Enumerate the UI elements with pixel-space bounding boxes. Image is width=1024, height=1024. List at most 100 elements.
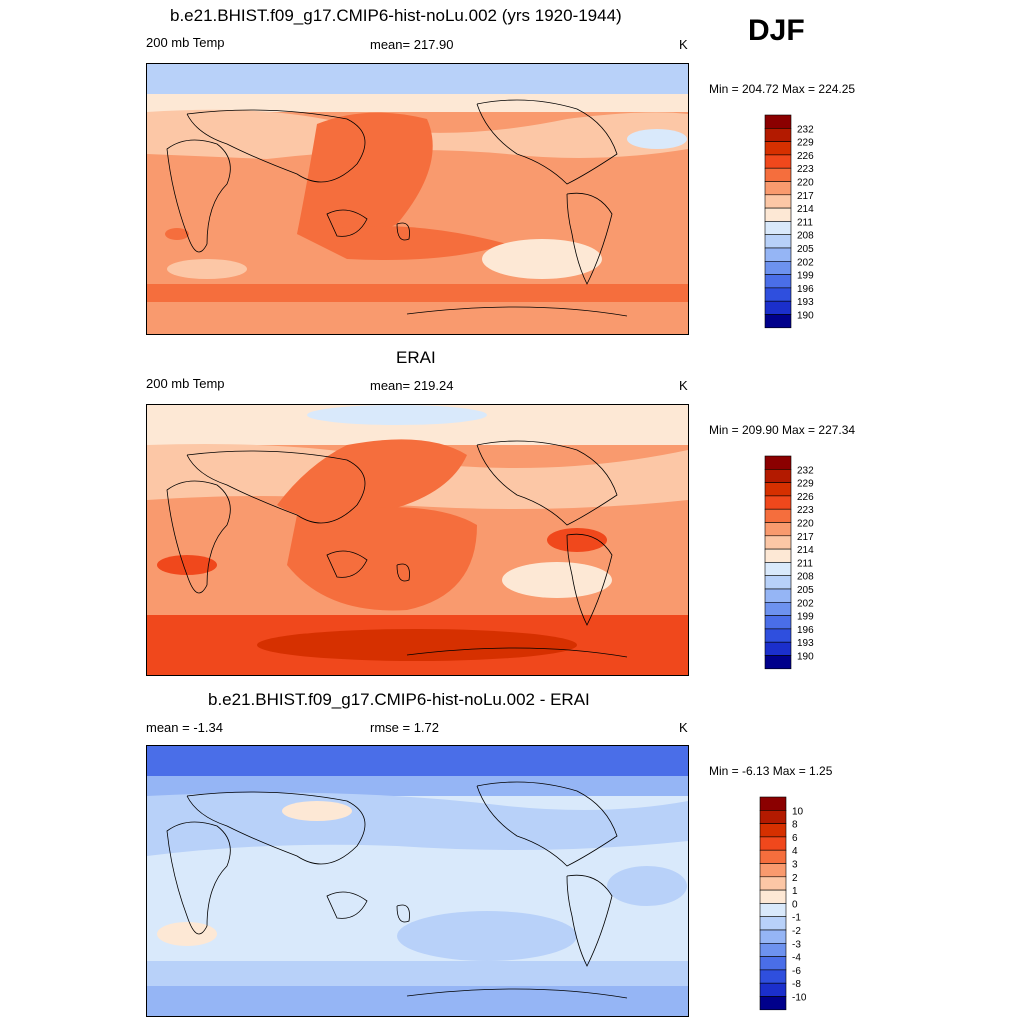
colorbar-label: 223 (797, 505, 814, 516)
colorbar-label: 208 (797, 572, 814, 583)
colorbar-label: 232 (797, 124, 814, 135)
colorbar-label: 205 (797, 244, 814, 255)
panel-3-units-label: K (679, 720, 688, 735)
coastline (406, 306, 628, 317)
colorbar-box (764, 247, 792, 262)
colorbar-box (764, 300, 792, 315)
colorbar-label: 190 (797, 652, 814, 663)
colorbar-label: 3 (792, 860, 798, 871)
season-label: DJF (748, 14, 805, 47)
colorbar-label: 1 (792, 886, 798, 897)
colorbar-label: 8 (792, 820, 798, 831)
colorbar-label: 196 (797, 625, 814, 636)
colorbar-label: 211 (797, 217, 813, 228)
colorbar-box (764, 588, 792, 603)
colorbar-label: 214 (797, 545, 814, 556)
colorbar-label: 0 (792, 899, 798, 910)
contour-region (297, 112, 433, 240)
contour-region (482, 239, 602, 279)
coastline (396, 222, 410, 241)
colorbar-label: 10 (792, 806, 804, 817)
coastline (406, 647, 628, 658)
colorbar-label: 193 (797, 638, 814, 649)
coastline (326, 891, 368, 919)
colorbar-box (764, 562, 792, 577)
colorbar-label: 211 (797, 558, 813, 569)
colorbar-box (759, 810, 787, 824)
contour-region (157, 555, 217, 575)
colorbar-box (764, 167, 792, 182)
colorbar-box (764, 508, 792, 523)
colorbar-box (759, 876, 787, 891)
colorbar-box (764, 548, 792, 563)
contour-region (397, 911, 577, 961)
coastline (186, 450, 366, 524)
colorbar-box (764, 535, 792, 550)
colorbar-label: 220 (797, 519, 814, 530)
colorbar-box (759, 863, 787, 878)
colorbar-box (759, 929, 787, 944)
panel-3-rmse-label: rmse = 1.72 (370, 720, 440, 735)
colorbar-label: 196 (797, 284, 814, 295)
colorbar-box (759, 996, 787, 1011)
colorbar-label: 226 (797, 492, 814, 503)
colorbar-label: 229 (797, 138, 814, 149)
coastline (186, 791, 366, 865)
colorbar-box (764, 261, 792, 275)
colorbar-label: 6 (792, 833, 798, 844)
colorbar-box (759, 836, 787, 851)
colorbar-label: 226 (797, 151, 814, 162)
panel-2-colorbar: 232 229 226 223 220 217 214 211 208 205 202 199 196 1… (764, 455, 825, 671)
colorbar-label: 208 (797, 231, 814, 242)
colorbar-box (759, 849, 787, 864)
colorbar-box (764, 181, 792, 196)
colorbar-label: 217 (797, 191, 814, 202)
colorbar-label: -6 (792, 966, 801, 977)
colorbar-label: -1 (792, 913, 801, 924)
colorbar-label: 220 (797, 178, 814, 189)
coastline (476, 99, 618, 185)
colorbar-label: -4 (792, 953, 801, 964)
contour-region (147, 284, 688, 302)
coastline (166, 480, 231, 594)
colorbar-box (764, 221, 792, 236)
colorbar-box (759, 969, 787, 984)
colorbar-box (764, 314, 792, 329)
contour-region (547, 528, 607, 552)
colorbar-label: 223 (797, 164, 814, 175)
colorbar-box (764, 615, 792, 630)
colorbar-box (764, 234, 792, 249)
coastline (166, 821, 231, 935)
contour-region (147, 94, 688, 112)
colorbar-label: 193 (797, 297, 814, 308)
coastline (566, 192, 613, 285)
coastline (166, 139, 231, 253)
colorbar-label: 232 (797, 465, 814, 476)
colorbar-box (764, 154, 792, 169)
contour-region (607, 866, 687, 906)
colorbar-box (764, 207, 792, 222)
panel-3-title: b.e21.BHIST.f09_g17.CMIP6-hist-noLu.002 … (208, 690, 590, 709)
contour-region (287, 507, 477, 611)
panel-1-units-label: K (679, 37, 688, 52)
colorbar-box (759, 943, 787, 957)
colorbar-label: 214 (797, 204, 814, 215)
coastline (326, 550, 368, 578)
contour-region (307, 405, 487, 425)
colorbar-label: 217 (797, 532, 814, 543)
colorbar-box (759, 823, 787, 838)
contour-region (147, 986, 688, 1016)
contour-region (165, 228, 189, 240)
colorbar-label: 190 (797, 311, 814, 322)
panel-2-units-label: K (679, 378, 688, 393)
panel-1-mean-label: mean= 217.90 (370, 37, 454, 52)
colorbar-box (764, 455, 792, 470)
colorbar-box (764, 522, 792, 537)
colorbar-label: 2 (792, 873, 798, 884)
panel-3-map (146, 745, 689, 1017)
contour-region (147, 302, 688, 334)
panel-3-mean-label: mean = -1.34 (146, 720, 223, 735)
colorbar-box (764, 482, 792, 497)
coastline (476, 781, 618, 867)
colorbar-label: 199 (797, 612, 814, 623)
